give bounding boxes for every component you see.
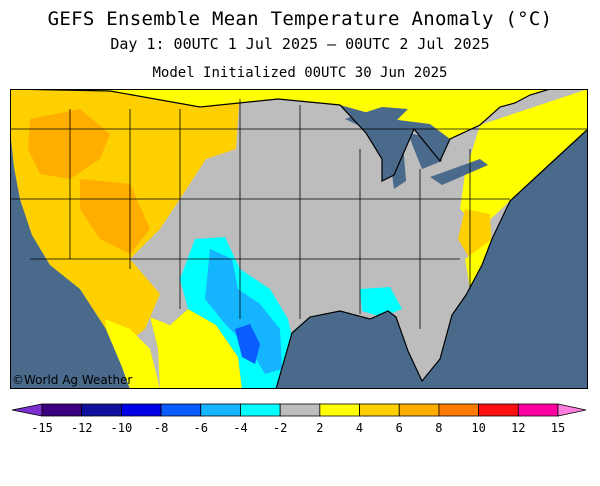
legend-swatch [398, 403, 440, 417]
map-title: GEFS Ensemble Mean Temperature Anomaly (… [47, 8, 553, 30]
legend-tick-label: 2 [316, 421, 323, 435]
legend-tick-label: 8 [435, 421, 442, 435]
state-borders [10, 99, 588, 329]
legend-swatch [319, 403, 360, 417]
canada-land [10, 89, 588, 144]
hot-anomaly-great-basin [80, 179, 150, 254]
legend-tick-label: -8 [154, 421, 168, 435]
legend-swatch [279, 403, 321, 417]
legend-tick-label: -4 [233, 421, 247, 435]
map-frame [10, 89, 588, 389]
legend-swatch [160, 403, 202, 417]
coastline [10, 89, 588, 389]
temperature-anomaly-map [10, 89, 588, 389]
warm-anomaly-northeast [460, 89, 588, 229]
legend-swatch [41, 403, 83, 417]
color-legend: -15 -12 -10 -8 -6 -4 -2 2 4 6 8 10 12 15 [11, 403, 587, 435]
legend-tick-label: 12 [511, 421, 525, 435]
legend-tick-label: -2 [273, 421, 287, 435]
coldest-anomaly-texas [235, 324, 260, 364]
legend-swatch [478, 403, 519, 417]
legend-tick-label: -10 [111, 421, 133, 435]
legend-arrow-low [11, 403, 43, 417]
legend-swatch [120, 403, 162, 417]
legend-swatch [359, 403, 400, 417]
lake-superior [345, 107, 408, 129]
lake-michigan [388, 131, 406, 189]
legend-swatch [438, 403, 480, 417]
legend-arrow-high [557, 403, 587, 417]
legend-tick-label: 4 [356, 421, 363, 435]
legend-swatch [240, 403, 281, 417]
legend-swatch [81, 403, 122, 417]
colder-anomaly-texas [205, 249, 282, 374]
legend-tick-label: 15 [551, 421, 565, 435]
legend-tick-label: -15 [31, 421, 53, 435]
lake-huron [408, 133, 442, 169]
hot-anomaly-northwest [28, 109, 110, 179]
legend-swatch [200, 403, 241, 417]
legend-tick-label: -12 [71, 421, 93, 435]
cool-anomaly-gulf-coast [360, 287, 402, 317]
legend-tick-label: -6 [194, 421, 208, 435]
legend-swatch [517, 403, 559, 417]
legend-tick-label: 10 [471, 421, 485, 435]
legend-tick-label: 6 [396, 421, 403, 435]
copyright-label: ©World Ag Weather [12, 373, 133, 387]
map-subtitle: Day 1: 00UTC 1 Jul 2025 — 00UTC 2 Jul 20… [110, 35, 490, 53]
warm-anomaly-southwest-coast [105, 319, 160, 389]
lake-erie-ontario [430, 159, 488, 185]
model-initialized-label: Model Initialized 00UTC 30 Jun 2025 [152, 65, 448, 81]
